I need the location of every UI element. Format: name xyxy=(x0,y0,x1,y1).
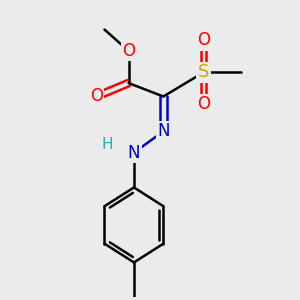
Text: H: H xyxy=(101,137,113,152)
Text: O: O xyxy=(122,42,135,60)
Text: O: O xyxy=(197,95,210,113)
Text: N: N xyxy=(157,122,170,140)
Text: S: S xyxy=(198,63,209,81)
Text: O: O xyxy=(197,31,210,49)
Text: N: N xyxy=(128,144,140,162)
Text: O: O xyxy=(90,88,103,106)
